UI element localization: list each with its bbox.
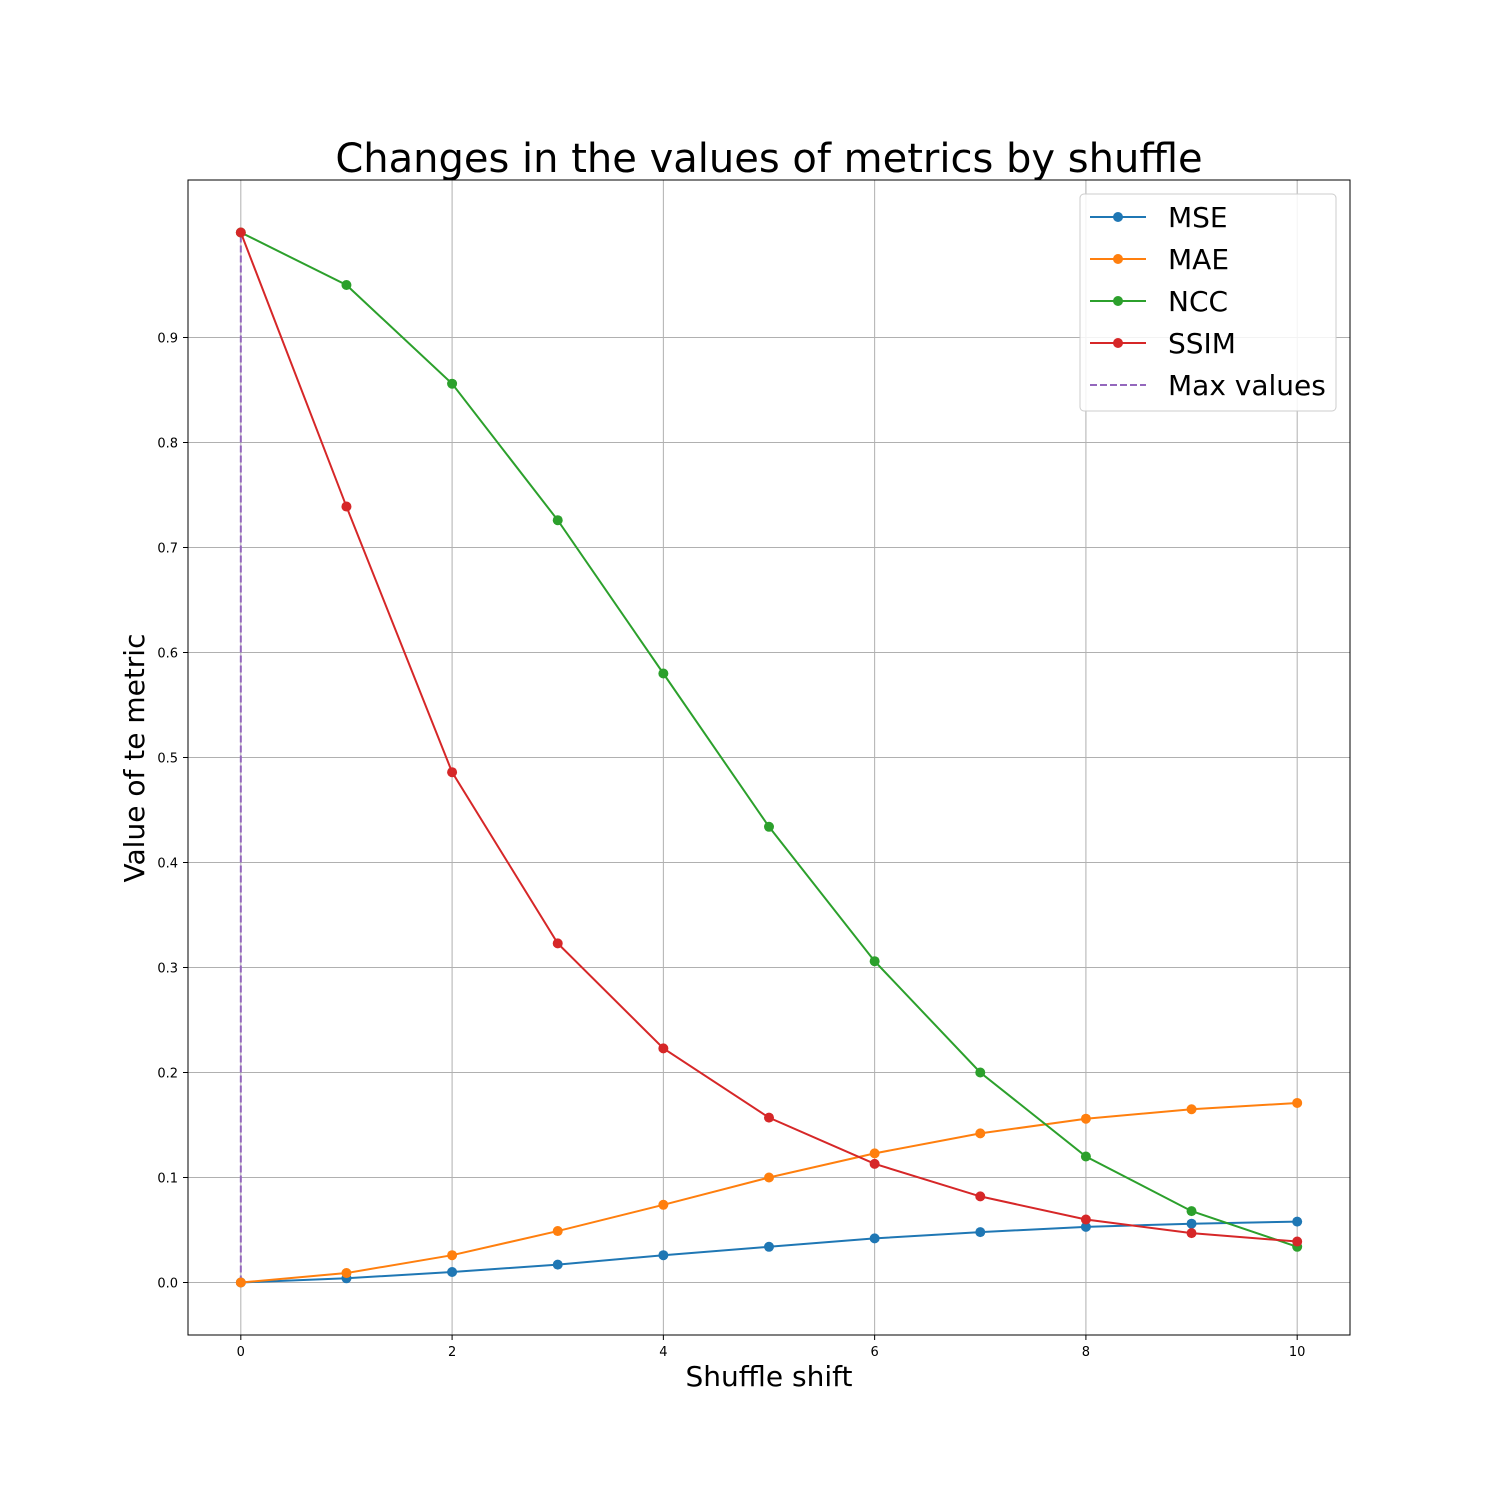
y-tick-label: 0.5 (157, 752, 178, 767)
legend: MSE MAE NCC SSIM Max values (1079, 193, 1337, 412)
y-tick-label: 0.1 (157, 1172, 178, 1187)
legend-label-max-values: Max values (1168, 369, 1326, 402)
legend-marker-ssim (1113, 338, 1123, 348)
ncc-point (658, 668, 669, 679)
mse-point (764, 1241, 774, 1252)
ssim-point (447, 767, 458, 778)
ncc-point (341, 280, 352, 290)
legend-label-mae: MAE (1168, 243, 1229, 276)
x-tick-label: 2 (448, 1345, 456, 1360)
legend-marker-ncc (1113, 296, 1123, 306)
y-tick-label: 0.9 (157, 332, 178, 347)
y-tick-label: 0.2 (157, 1067, 178, 1082)
mae-point (1186, 1104, 1197, 1115)
ssim-point (1080, 1214, 1091, 1225)
x-tick-label: 8 (1082, 1345, 1090, 1360)
mae-point (658, 1199, 669, 1210)
ssim-point (552, 938, 563, 949)
mae-series-line (240, 1101, 1298, 1284)
mse-point (1292, 1216, 1303, 1227)
mae-point (1080, 1113, 1091, 1124)
mae-point (869, 1148, 880, 1159)
legend-marker-mse (1113, 212, 1123, 222)
legend-label-mse: MSE (1168, 201, 1228, 234)
mse-point (1186, 1218, 1197, 1229)
ssim-point (1186, 1228, 1197, 1239)
legend-frame (1079, 193, 1337, 412)
ncc-point (764, 821, 774, 832)
ncc-point (447, 378, 458, 389)
ssim-point (975, 1191, 986, 1202)
y-tick-label: 0.4 (157, 857, 178, 872)
y-tick-label: 0.3 (157, 962, 178, 977)
legend-marker-mae (1113, 254, 1123, 264)
y-tick-label: 0.0 (157, 1277, 178, 1292)
mae-point (764, 1172, 774, 1183)
mse-point (1080, 1221, 1091, 1232)
ticks-layer: 0 2 4 6 8 10 0.0 0.1 0.2 0.3 0.4 0.5 0.6 0.7 0.8 0.9 (157, 332, 1305, 1361)
mse-series-line (240, 1220, 1298, 1284)
ssim-point (341, 501, 352, 512)
mse-point (658, 1250, 669, 1261)
legend-label-ssim: SSIM (1168, 327, 1236, 360)
ncc-point (975, 1067, 986, 1078)
y-axis-title: Value of te metric (118, 634, 151, 883)
mae-point (552, 1226, 563, 1237)
ncc-point (869, 956, 880, 967)
mae-point (235, 1277, 246, 1288)
y-tick-label: 0.7 (157, 542, 178, 557)
mae-point (447, 1250, 458, 1261)
ncc-point (1186, 1206, 1197, 1217)
x-tick-label: 0 (237, 1345, 245, 1360)
x-tick-label: 4 (659, 1345, 667, 1360)
ssim-point (869, 1158, 880, 1169)
chart-title: Changes in the values of metrics by shuf… (335, 136, 1202, 182)
mse-point (552, 1259, 563, 1270)
series-layer (235, 227, 1303, 1288)
ssim-point (764, 1112, 774, 1123)
y-tick-label: 0.6 (157, 647, 178, 662)
mae-point (975, 1128, 986, 1139)
ssim-point (658, 1043, 669, 1054)
mae-point (1292, 1097, 1303, 1108)
ssim-point (235, 227, 246, 238)
x-axis-title: Shuffle shift (686, 1360, 853, 1393)
x-tick-label: 6 (870, 1345, 878, 1360)
y-tick-label: 0.8 (157, 437, 178, 452)
ssim-point (1292, 1236, 1303, 1247)
mse-point (975, 1227, 986, 1238)
mse-point (869, 1233, 880, 1244)
ncc-point (1080, 1151, 1091, 1162)
mse-point (447, 1267, 458, 1277)
x-tick-label: 10 (1289, 1345, 1306, 1360)
ncc-point (552, 515, 563, 526)
legend-label-ncc: NCC (1168, 285, 1228, 318)
mae-point (341, 1268, 352, 1279)
